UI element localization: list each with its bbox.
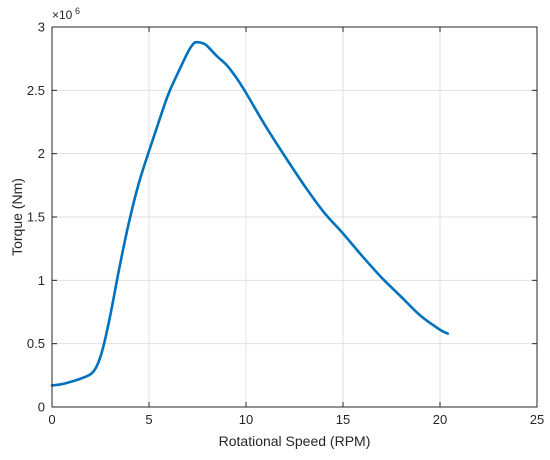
y-tick-label: 1 [38,273,45,288]
x-tick-label: 20 [433,412,447,427]
y-axis-label: Torque (Nm) [9,178,25,256]
y-tick-label: 3 [38,20,45,35]
x-tick-label: 25 [530,412,544,427]
y-tick-label: 0.5 [27,336,45,351]
x-axis-label: Rotational Speed (RPM) [219,433,371,449]
x-tick-label: 15 [336,412,350,427]
y-tick-label: 2 [38,146,45,161]
y-tick-label: 2.5 [27,83,45,98]
y-multiplier-exponent: 6 [75,6,80,16]
y-tick-label: 1.5 [27,210,45,225]
y-tick-label: 0 [38,400,45,415]
torque-series-line [50,40,450,387]
x-tick-label: 5 [145,412,152,427]
y-multiplier-label: ×10 [52,8,73,22]
x-tick-label: 10 [239,412,253,427]
x-tick-label: 0 [48,412,55,427]
tick-layer: 0 5 10 15 20 25 0 0.5 1 1.5 2 2.5 3 [27,20,544,428]
grid-lines [51,26,538,408]
series-layer [50,40,450,387]
